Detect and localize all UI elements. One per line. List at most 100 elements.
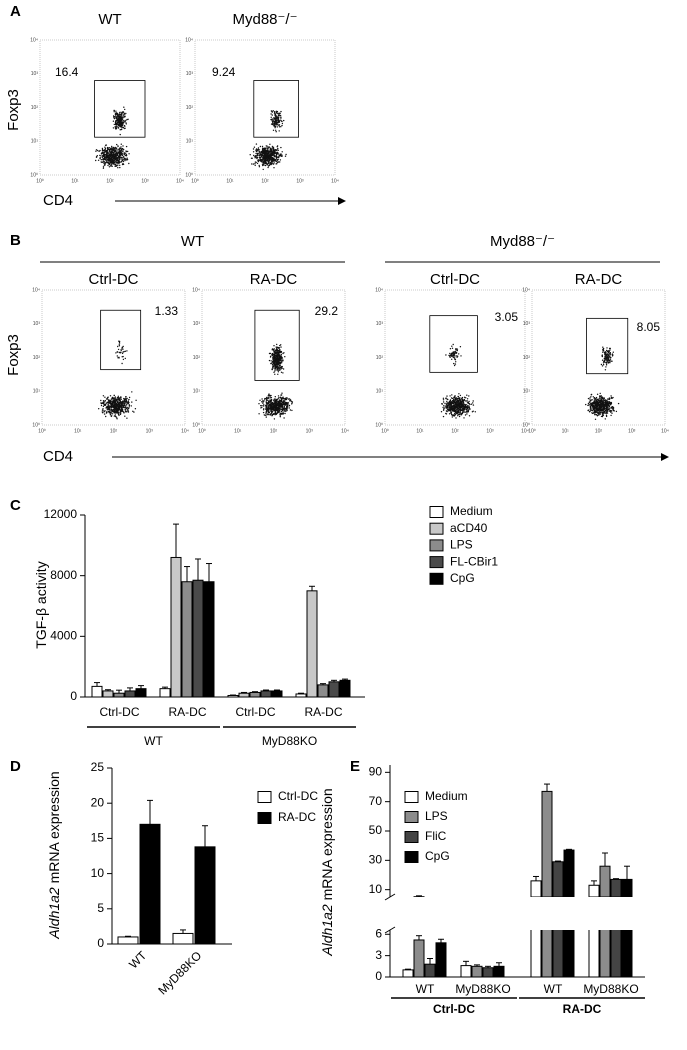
- event-dot: [107, 165, 108, 166]
- event-dot: [95, 160, 96, 161]
- event-dot: [281, 362, 282, 363]
- event-dot: [610, 415, 611, 416]
- event-dot: [120, 148, 121, 149]
- event-dot: [280, 111, 281, 112]
- event-dot: [280, 368, 281, 369]
- y-tick-label: 10: [369, 882, 383, 896]
- event-dot: [128, 408, 129, 409]
- gate: [587, 318, 628, 373]
- event-dot: [264, 398, 265, 399]
- event-dot: [601, 410, 602, 411]
- event-dot: [265, 413, 266, 414]
- event-dot: [99, 158, 100, 159]
- event-dot: [282, 366, 283, 367]
- event-dot: [453, 401, 454, 402]
- event-dot: [275, 115, 276, 116]
- event-dot: [603, 399, 604, 400]
- event-dot: [121, 120, 122, 121]
- event-dot: [465, 400, 466, 401]
- event-dot: [606, 406, 607, 407]
- event-dot: [117, 154, 118, 155]
- panel-label: E: [350, 758, 360, 775]
- plot-title: RA-DC: [250, 271, 298, 288]
- event-dot: [123, 403, 124, 404]
- event-dot: [114, 415, 115, 416]
- event-dot: [445, 354, 446, 355]
- event-dot: [274, 368, 275, 369]
- y-tick-label: 8000: [50, 568, 77, 582]
- event-dot: [102, 409, 103, 410]
- legend-swatch: [430, 557, 443, 568]
- event-dot: [600, 393, 601, 394]
- event-dot: [276, 117, 277, 118]
- event-dot: [281, 125, 282, 126]
- flow-x-tick-label: 10²: [270, 428, 278, 434]
- event-dot: [112, 161, 113, 162]
- event-dot: [117, 408, 118, 409]
- event-dot: [117, 355, 118, 356]
- bar: [589, 885, 599, 897]
- y-tick-label: 0: [70, 689, 77, 703]
- event-dot: [281, 403, 282, 404]
- event-dot: [463, 409, 464, 410]
- event-dot: [270, 414, 271, 415]
- x-tick-label: MyD88KO: [583, 982, 638, 996]
- event-dot: [605, 366, 606, 367]
- event-dot: [597, 415, 598, 416]
- event-dot: [274, 402, 275, 403]
- event-dot: [126, 146, 127, 147]
- event-dot: [603, 349, 604, 350]
- legend-swatch: [430, 507, 443, 518]
- event-dot: [260, 405, 261, 406]
- event-dot: [264, 399, 265, 400]
- x-tick-label: MyD88KO: [455, 982, 510, 996]
- event-dot: [276, 131, 277, 132]
- event-dot: [452, 348, 453, 349]
- event-dot: [120, 155, 121, 156]
- y-tick-label: 50: [369, 823, 383, 837]
- event-dot: [464, 399, 465, 400]
- event-dot: [599, 413, 600, 414]
- y-tick-label: 15: [91, 831, 105, 845]
- event-dot: [122, 409, 123, 410]
- event-dot: [605, 418, 606, 419]
- event-dot: [277, 113, 278, 114]
- event-dot: [273, 160, 274, 161]
- flow-y-tick-label: 10⁴: [185, 37, 193, 43]
- event-dot: [125, 122, 126, 123]
- flow-y-tick-label: 10⁴: [32, 287, 40, 293]
- event-dot: [109, 409, 110, 410]
- event-dot: [290, 409, 291, 410]
- event-dot: [107, 162, 108, 163]
- event-dot: [259, 149, 260, 150]
- event-dot: [278, 402, 279, 403]
- event-dot: [607, 398, 608, 399]
- event-dot: [271, 406, 272, 407]
- event-dot: [124, 154, 125, 155]
- event-dot: [278, 159, 279, 160]
- event-dot: [266, 402, 267, 403]
- event-dot: [103, 406, 104, 407]
- event-dot: [466, 413, 467, 414]
- event-dot: [450, 355, 451, 356]
- event-dot: [600, 407, 601, 408]
- event-dot: [282, 408, 283, 409]
- event-dot: [274, 151, 275, 152]
- panel-label: B: [10, 232, 21, 249]
- event-dot: [458, 399, 459, 400]
- event-dot: [458, 398, 459, 399]
- event-dot: [109, 151, 110, 152]
- event-dot: [264, 154, 265, 155]
- event-dot: [443, 398, 444, 399]
- bar: [461, 966, 471, 977]
- event-dot: [272, 348, 273, 349]
- event-dot: [118, 413, 119, 414]
- event-dot: [603, 404, 604, 405]
- event-dot: [451, 397, 452, 398]
- event-dot: [284, 409, 285, 410]
- event-dot: [288, 403, 289, 404]
- legend-label: FL-CBir1: [450, 554, 498, 568]
- event-dot: [115, 148, 116, 149]
- bar: [160, 689, 170, 697]
- event-dot: [121, 350, 122, 351]
